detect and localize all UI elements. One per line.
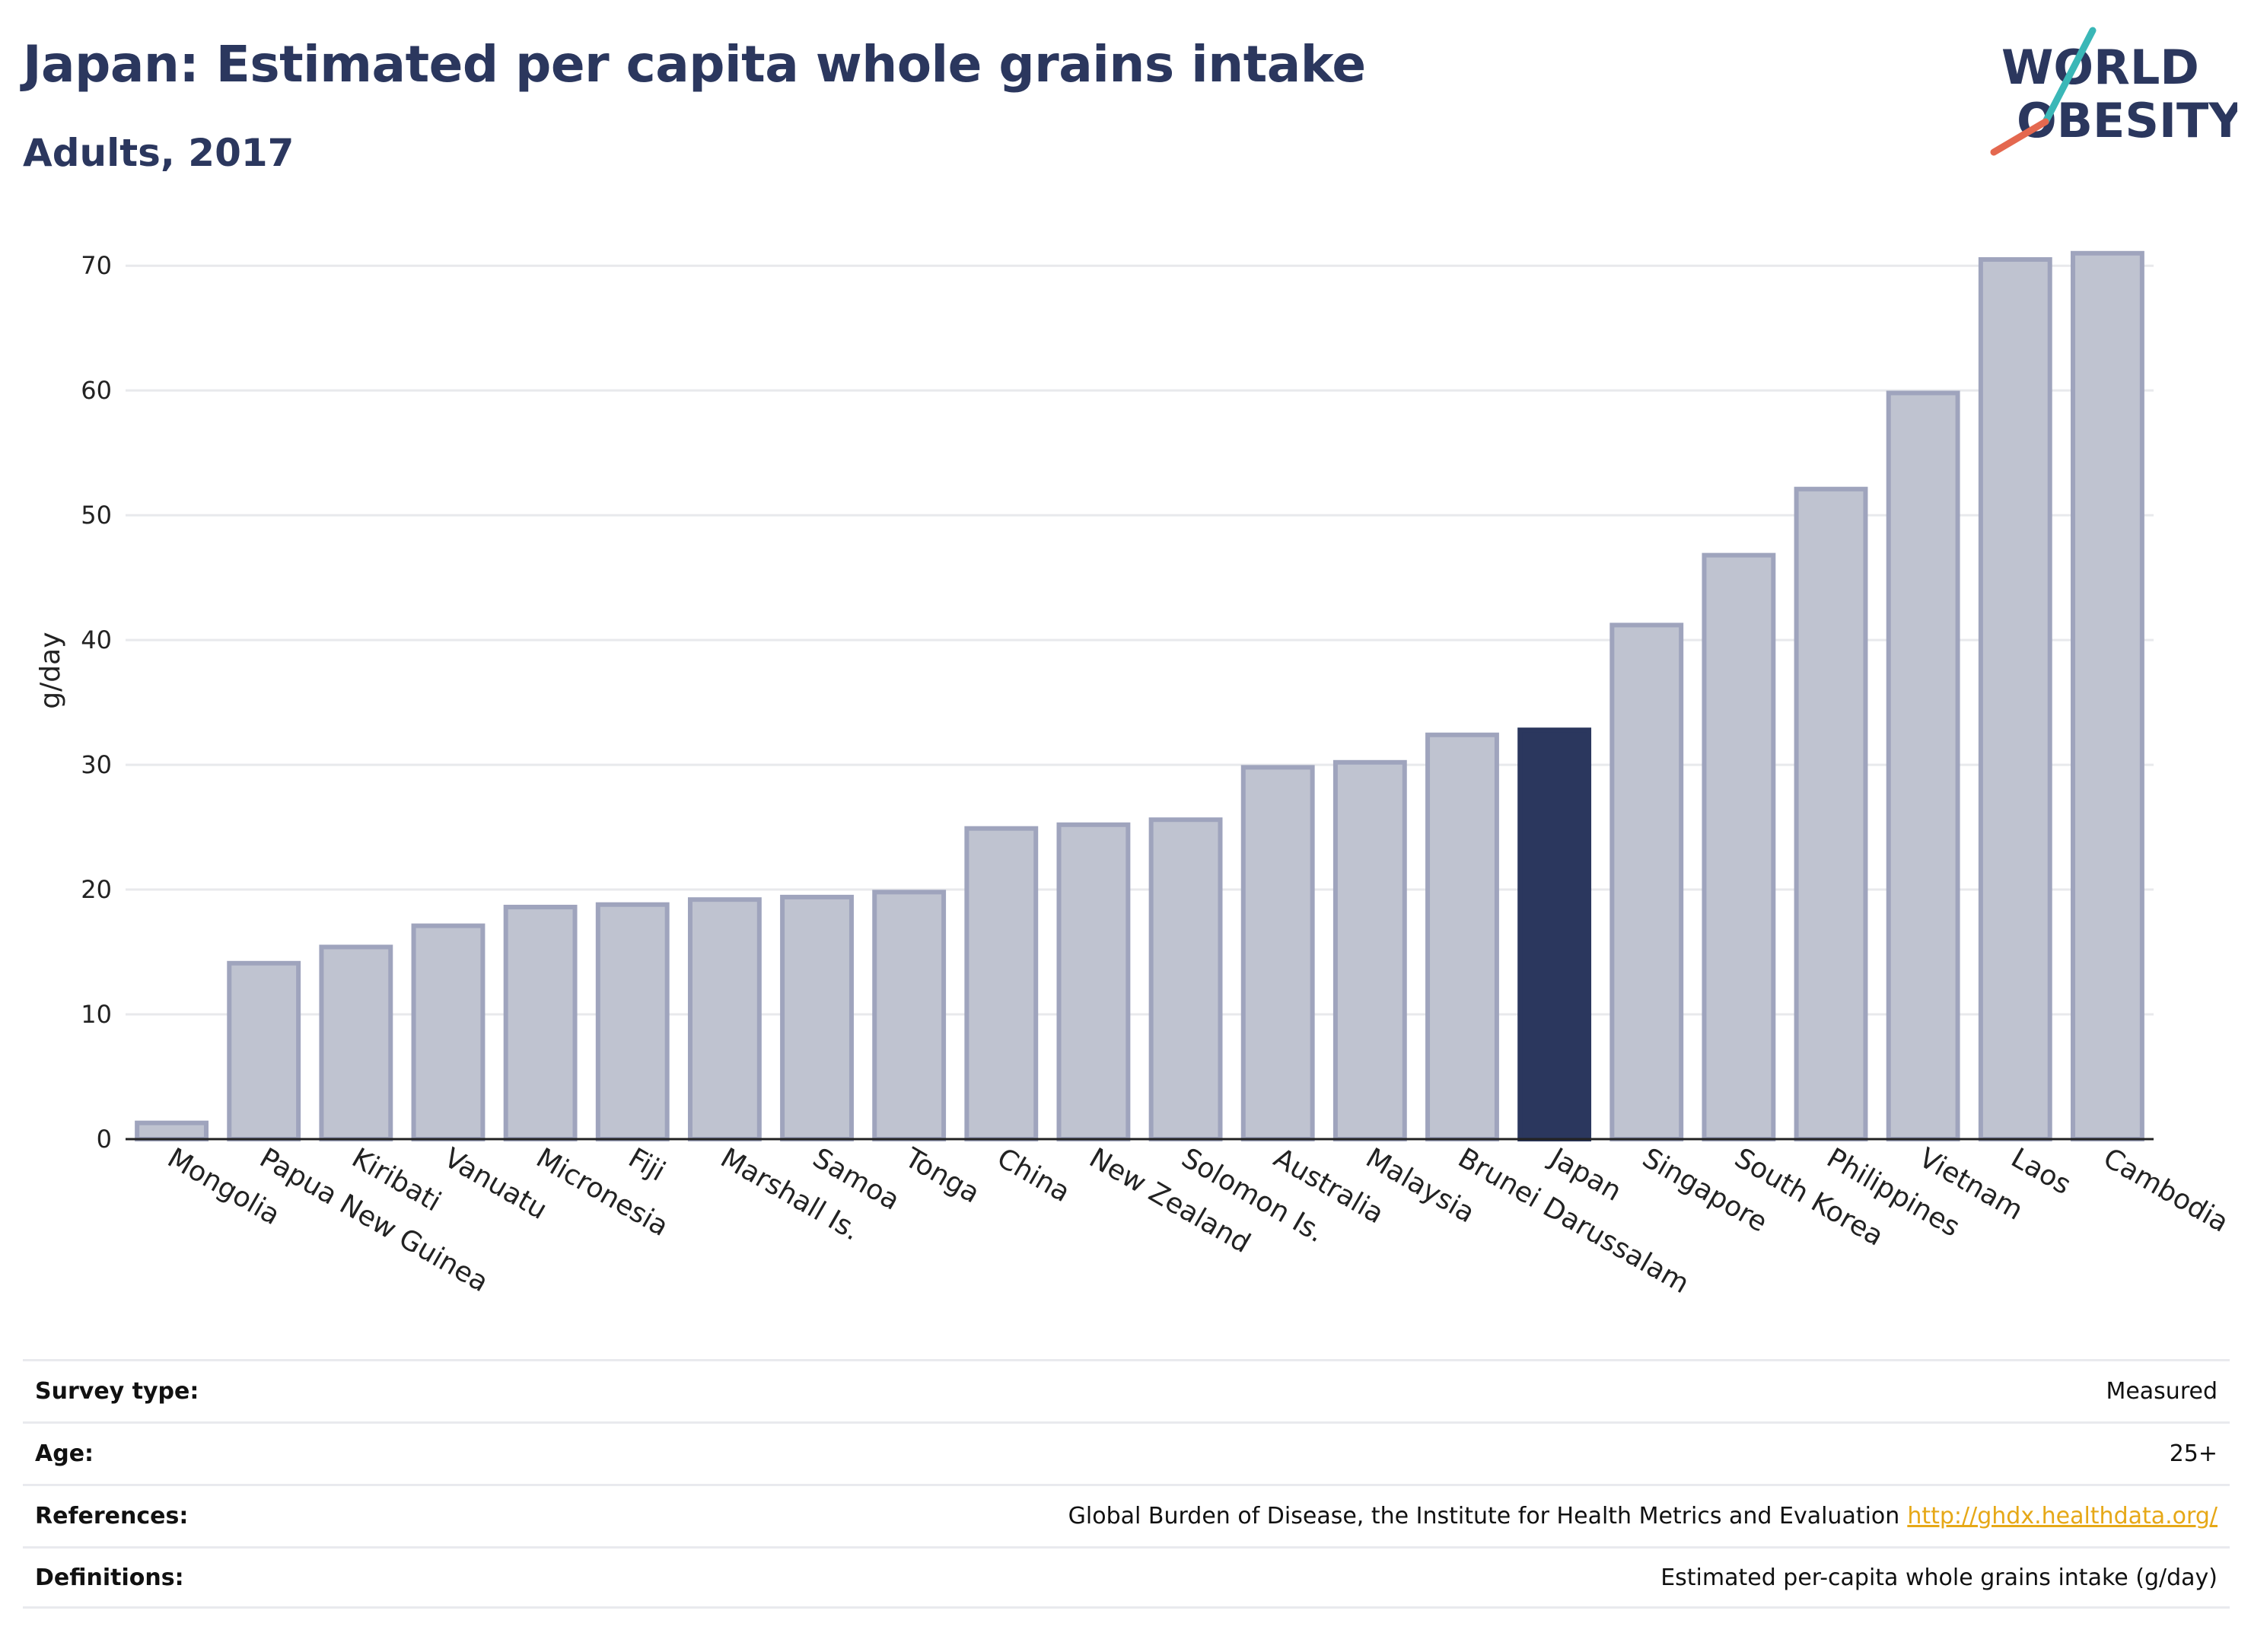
y-tick-label: 40 [81, 625, 112, 654]
x-tick-label: Tonga [899, 1142, 985, 1210]
x-tick-label: Cambodia [2098, 1142, 2233, 1239]
y-tick-label: 20 [81, 875, 112, 904]
x-tick-label: Fiji [623, 1142, 670, 1188]
bar-samoa [780, 894, 854, 1142]
bar-japan [1517, 727, 1592, 1141]
meta-label: Age: [35, 1440, 94, 1467]
y-tick-label: 30 [81, 750, 112, 779]
y-tick-label: 10 [81, 1000, 112, 1029]
logo-slash-red [1990, 118, 2049, 156]
meta-label: References: [35, 1503, 189, 1529]
meta-value: Measured [2106, 1378, 2218, 1405]
bar-mongolia [135, 1120, 209, 1142]
meta-label: Survey type: [35, 1378, 199, 1405]
reference-link[interactable]: http://ghdx.healthdata.org/ [1907, 1503, 2218, 1529]
logo-line1: WORLD [2001, 40, 2199, 95]
meta-label: Definitions: [35, 1564, 184, 1591]
y-tick-label: 60 [81, 376, 112, 405]
bar-laos [1978, 256, 2052, 1141]
bar-fiji [595, 902, 670, 1142]
meta-value: 25+ [2169, 1440, 2218, 1467]
bar-cambodia [2071, 250, 2144, 1141]
y-tick-label: 50 [81, 501, 112, 530]
meta-row-age: Age: 25+ [23, 1421, 2230, 1484]
bar-philippines [1794, 486, 1868, 1141]
y-axis-title: g/day [35, 632, 66, 709]
bar-malaysia [1332, 759, 1407, 1141]
bar-south-korea [1702, 552, 1776, 1141]
logo-slash-teal [2042, 27, 2097, 126]
x-tick-label: New Zealand [1084, 1142, 1255, 1259]
y-tick-label: 0 [97, 1125, 112, 1154]
bar-marshall-is [687, 897, 762, 1141]
y-tick-label: 70 [81, 251, 112, 280]
bar-solomon-is [1148, 817, 1223, 1141]
bar-china [964, 826, 1039, 1142]
chart-title: Japan: Estimated per capita whole grains… [23, 35, 1366, 94]
bar-vietnam [1886, 390, 1960, 1141]
bar-australia [1240, 765, 1315, 1141]
metadata-table: Survey type: Measured Age: 25+ Reference… [23, 1359, 2230, 1609]
meta-value: Global Burden of Disease, the Institute … [1068, 1503, 2218, 1529]
bar-kiribati [319, 944, 393, 1141]
chart-subtitle: Adults, 2017 [23, 131, 295, 175]
meta-row-references: References: Global Burden of Disease, th… [23, 1484, 2230, 1546]
bar-papua-new-guinea [227, 960, 301, 1141]
x-tick-label: Vanuatu [438, 1142, 552, 1226]
world-obesity-logo: WORLD OBESITY [1990, 27, 2237, 156]
bar-tonga [872, 890, 947, 1141]
meta-row-survey-type: Survey type: Measured [23, 1359, 2230, 1421]
bar-vanuatu [411, 923, 486, 1141]
bar-singapore [1609, 622, 1684, 1141]
meta-row-definitions: Definitions: Estimated per-capita whole … [23, 1546, 2230, 1609]
bar-brunei-darussalam [1425, 732, 1499, 1141]
bar-micronesia [503, 905, 578, 1142]
reference-text: Global Burden of Disease, the Institute … [1068, 1503, 1900, 1529]
meta-value: Estimated per-capita whole grains intake… [1660, 1564, 2218, 1591]
bar-new-zealand [1056, 822, 1131, 1142]
x-tick-label: China [992, 1142, 1075, 1208]
